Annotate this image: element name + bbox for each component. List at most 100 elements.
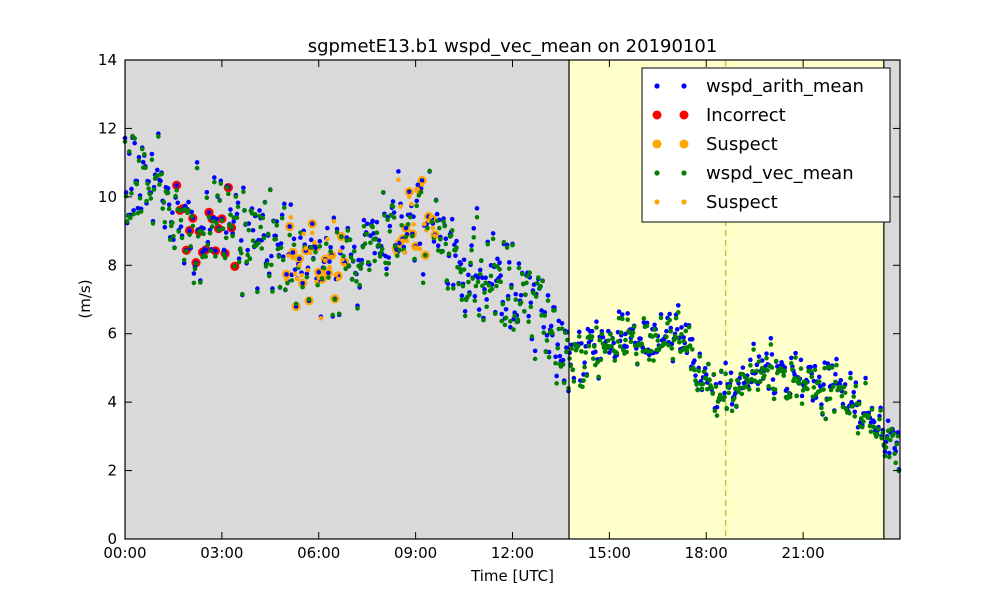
x-tick-label: 18:00 bbox=[685, 544, 728, 562]
vec-mean-point bbox=[580, 384, 585, 390]
vec-mean-point bbox=[497, 267, 502, 272]
legend-marker bbox=[679, 110, 689, 120]
vec-mean-point bbox=[466, 279, 471, 285]
arith-mean-point bbox=[808, 364, 813, 370]
vec-mean-point bbox=[781, 373, 787, 378]
arith-mean-point bbox=[895, 430, 901, 435]
arith-mean-point bbox=[187, 228, 192, 233]
vec-mean-point bbox=[341, 253, 346, 259]
arith-mean-point bbox=[886, 450, 892, 456]
arith-mean-point bbox=[871, 419, 877, 425]
arith-mean-point bbox=[593, 349, 598, 355]
arith-mean-point bbox=[397, 240, 402, 246]
arith-mean-point bbox=[544, 333, 550, 338]
vec-mean-point bbox=[396, 177, 401, 183]
vec-mean-point bbox=[597, 337, 602, 343]
arith-mean-point bbox=[313, 245, 318, 251]
vec-mean-point bbox=[373, 237, 379, 242]
arith-mean-point bbox=[279, 212, 285, 218]
vec-mean-point bbox=[575, 343, 581, 349]
arith-mean-point bbox=[548, 323, 554, 329]
vec-mean-point bbox=[261, 235, 267, 241]
arith-mean-point bbox=[652, 322, 657, 328]
vec-mean-point bbox=[490, 236, 496, 242]
vec-mean-point bbox=[358, 266, 364, 271]
vec-mean-point bbox=[508, 318, 513, 324]
vec-mean-point bbox=[476, 313, 482, 318]
arith-mean-point bbox=[503, 306, 509, 312]
arith-mean-point bbox=[162, 224, 168, 230]
vec-mean-point bbox=[147, 191, 153, 197]
vec-mean-point bbox=[157, 182, 162, 187]
vec-mean-point bbox=[727, 383, 733, 389]
vec-mean-point bbox=[307, 250, 313, 255]
vec-mean-point bbox=[151, 187, 157, 192]
vec-mean-point bbox=[850, 404, 855, 409]
arith-mean-point bbox=[497, 260, 502, 265]
vec-mean-point bbox=[273, 236, 278, 242]
vec-mean-point bbox=[513, 297, 519, 302]
vec-mean-point bbox=[839, 393, 845, 399]
vec-mean-point bbox=[787, 394, 793, 400]
vec-mean-point bbox=[592, 344, 597, 349]
vec-mean-point bbox=[244, 259, 249, 265]
vec-mean-point bbox=[532, 356, 538, 362]
arith-mean-point bbox=[414, 198, 420, 204]
vec-mean-point bbox=[757, 379, 763, 385]
vec-mean-point bbox=[220, 226, 226, 231]
vec-mean-point bbox=[318, 316, 324, 321]
vec-mean-point bbox=[438, 236, 443, 242]
vec-mean-point bbox=[262, 200, 268, 205]
vec-mean-point bbox=[343, 266, 348, 272]
vec-mean-point bbox=[863, 380, 868, 386]
vec-mean-point bbox=[323, 241, 329, 247]
vec-mean-point bbox=[576, 334, 582, 339]
vec-mean-point bbox=[160, 206, 165, 211]
vec-mean-point bbox=[364, 232, 370, 237]
y-tick-label: 10 bbox=[98, 188, 117, 206]
vec-mean-point bbox=[655, 338, 661, 343]
vec-mean-point bbox=[488, 273, 494, 279]
vec-mean-point bbox=[790, 367, 795, 372]
vec-mean-point bbox=[473, 283, 479, 289]
vec-mean-point bbox=[184, 248, 189, 254]
vec-mean-point bbox=[245, 252, 251, 258]
arith-mean-point bbox=[384, 266, 389, 272]
vec-mean-point bbox=[717, 392, 723, 398]
vec-mean-point bbox=[132, 136, 137, 141]
arith-mean-point bbox=[140, 159, 146, 165]
vec-mean-point bbox=[195, 234, 201, 239]
arith-mean-point bbox=[280, 254, 286, 259]
vec-mean-point bbox=[392, 244, 398, 249]
vec-mean-point bbox=[337, 248, 343, 254]
arith-mean-point bbox=[594, 319, 599, 325]
vec-mean-point bbox=[628, 339, 634, 344]
vec-mean-point bbox=[511, 327, 516, 332]
vec-mean-point bbox=[594, 325, 599, 330]
vec-mean-point bbox=[450, 286, 456, 291]
vec-mean-point bbox=[772, 387, 778, 392]
arith-mean-point bbox=[556, 318, 562, 324]
arith-mean-point bbox=[638, 336, 643, 342]
arith-mean-point bbox=[274, 219, 280, 224]
vec-mean-point bbox=[193, 261, 199, 266]
vec-mean-point bbox=[816, 379, 822, 385]
arith-mean-point bbox=[372, 250, 378, 256]
vec-mean-point bbox=[598, 357, 604, 363]
arith-mean-point bbox=[812, 363, 818, 369]
arith-mean-point bbox=[387, 223, 393, 229]
vec-mean-point bbox=[609, 344, 614, 349]
vec-mean-point bbox=[217, 198, 223, 203]
arith-mean-point bbox=[466, 272, 471, 278]
vec-mean-point bbox=[215, 193, 220, 198]
vec-mean-point bbox=[331, 219, 337, 224]
vec-mean-point bbox=[379, 246, 385, 252]
vec-mean-point bbox=[268, 187, 273, 193]
vec-mean-point bbox=[414, 203, 420, 209]
vec-mean-point bbox=[301, 231, 306, 237]
arith-mean-point bbox=[754, 362, 760, 368]
vec-mean-point bbox=[131, 211, 136, 217]
vec-mean-point bbox=[136, 158, 142, 164]
arith-mean-point bbox=[212, 175, 217, 180]
vec-mean-point bbox=[417, 246, 423, 252]
